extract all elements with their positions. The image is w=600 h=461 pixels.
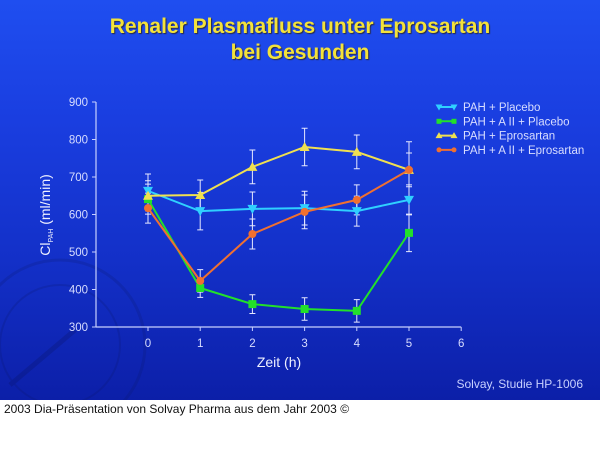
error-bars	[145, 173, 412, 231]
title-line-2: bei Gesunden	[230, 41, 370, 64]
x-tick-label: 2	[249, 338, 255, 350]
series-1	[144, 195, 413, 315]
x-tick-label: 1	[197, 338, 203, 350]
legend: PAH + Placebo PAH + A II + Placebo PAH + E…	[435, 102, 584, 157]
caption: 2003 Dia-Präsentation von Solvay Pharma …	[4, 402, 350, 416]
x-tick-label: 6	[458, 338, 464, 350]
source-note: Solvay, Studie HP-1006	[456, 377, 583, 391]
x-tick-label: 0	[145, 338, 151, 350]
y-tick-label: 900	[69, 97, 88, 109]
x-tick-label: 3	[301, 338, 307, 350]
series-2	[143, 142, 414, 200]
legend-label: PAH + Placebo	[463, 102, 540, 114]
slide: Renaler Plasmafluss unter Eprosartan bei…	[0, 0, 600, 400]
legend-item: PAH + A II + Eprosartan	[436, 145, 584, 157]
y-axis-title: ClPAH (ml/min)	[37, 174, 55, 256]
y-tick-label: 700	[69, 172, 88, 184]
x-tick-label: 5	[406, 338, 412, 350]
y-tick-label: 800	[69, 135, 88, 147]
x-tick-label: 4	[354, 338, 361, 350]
legend-label: PAH + A II + Placebo	[463, 116, 570, 128]
series-layer	[143, 127, 414, 323]
gauge-watermark	[0, 258, 147, 400]
y-tick-label: 600	[69, 210, 88, 222]
legend-item: PAH + A II + Placebo	[436, 116, 570, 128]
y-tick-label: 500	[69, 247, 88, 259]
line-chart: 300 400 500 600 700 800 900 0 1 2 3 4 5 6 PAH + Place…	[0, 97, 584, 400]
series-3	[144, 165, 413, 285]
y-tick-label: 300	[69, 322, 88, 334]
error-bars	[145, 127, 412, 212]
y-tick-label: 400	[69, 285, 88, 297]
legend-label: PAH + A II + Eprosartan	[463, 145, 584, 157]
x-axis-title: Zeit (h)	[257, 354, 301, 370]
legend-item: PAH + Eprosartan	[435, 131, 555, 143]
axes: 300 400 500 600 700 800 900 0 1 2 3 4 5 6	[69, 97, 465, 350]
title-line-1: Renaler Plasmafluss unter Eprosartan	[109, 15, 491, 38]
legend-item: PAH + Placebo	[435, 102, 540, 114]
slide-title: Renaler Plasmafluss unter Eprosartan bei…	[0, 14, 600, 66]
legend-label: PAH + Eprosartan	[463, 131, 555, 143]
